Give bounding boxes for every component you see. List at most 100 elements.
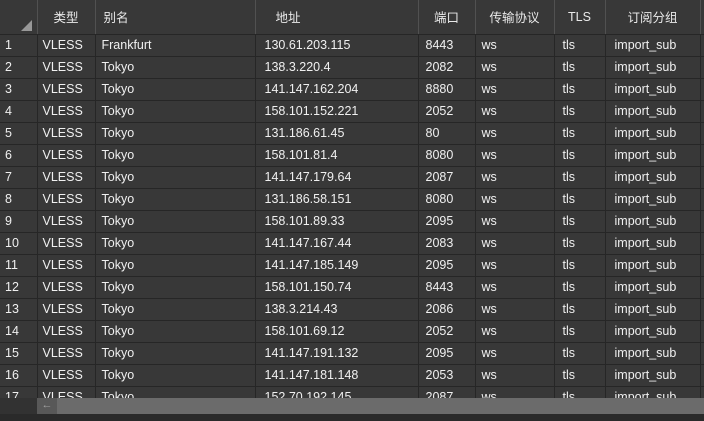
cell-address[interactable]: 141.147.179.64 xyxy=(255,166,419,189)
cell-tls[interactable]: tls xyxy=(554,364,606,387)
cell-group[interactable]: import_sub xyxy=(605,386,701,398)
cell-group[interactable]: import_sub xyxy=(605,364,701,387)
row-header[interactable]: 12 xyxy=(0,276,38,299)
cell-network[interactable]: ws xyxy=(475,342,555,365)
row-header[interactable]: 13 xyxy=(0,298,38,321)
cell-alias[interactable]: Tokyo xyxy=(95,78,256,101)
cell-port[interactable]: 2095 xyxy=(418,342,476,365)
cell-tls[interactable]: tls xyxy=(554,56,606,79)
cell-group[interactable]: import_sub xyxy=(605,144,701,167)
cell-alias[interactable]: Tokyo xyxy=(95,166,256,189)
column-header-address[interactable]: 地址 xyxy=(255,0,419,35)
column-header-tls[interactable]: TLS xyxy=(554,0,606,35)
row-header[interactable]: 2 xyxy=(0,56,38,79)
cell-group[interactable]: import_sub xyxy=(605,56,701,79)
row-header[interactable]: 8 xyxy=(0,188,38,211)
column-header-group[interactable]: 订阅分组 xyxy=(605,0,701,35)
cell-type[interactable]: VLESS xyxy=(37,254,96,277)
cell-network[interactable]: ws xyxy=(475,100,555,123)
cell-network[interactable]: ws xyxy=(475,34,555,57)
scroll-left-button[interactable]: ← xyxy=(37,398,57,414)
row-header[interactable]: 10 xyxy=(0,232,38,255)
cell-tls[interactable]: tls xyxy=(554,166,606,189)
row-header[interactable]: 6 xyxy=(0,144,38,167)
cell-type[interactable]: VLESS xyxy=(37,320,96,343)
cell-address[interactable]: 141.147.191.132 xyxy=(255,342,419,365)
table-row[interactable]: 3 VLESS Tokyo 141.147.162.204 8880 ws tl… xyxy=(0,78,704,101)
column-header-alias[interactable]: 别名 xyxy=(95,0,256,35)
cell-tls[interactable]: tls xyxy=(554,386,606,398)
column-header-port[interactable]: 端口 xyxy=(418,0,476,35)
select-all-corner[interactable] xyxy=(0,0,38,35)
cell-group[interactable]: import_sub xyxy=(605,78,701,101)
cell-alias[interactable]: Tokyo xyxy=(95,320,256,343)
table-row[interactable]: 11 VLESS Tokyo 141.147.185.149 2095 ws t… xyxy=(0,254,704,277)
table-row[interactable]: 2 VLESS Tokyo 138.3.220.4 2082 ws tls im… xyxy=(0,56,704,79)
cell-group[interactable]: import_sub xyxy=(605,122,701,145)
cell-alias[interactable]: Tokyo xyxy=(95,254,256,277)
row-header[interactable]: 4 xyxy=(0,100,38,123)
cell-alias[interactable]: Tokyo xyxy=(95,122,256,145)
cell-type[interactable]: VLESS xyxy=(37,122,96,145)
cell-group[interactable]: import_sub xyxy=(605,254,701,277)
table-row[interactable]: 10 VLESS Tokyo 141.147.167.44 2083 ws tl… xyxy=(0,232,704,255)
cell-network[interactable]: ws xyxy=(475,78,555,101)
cell-address[interactable]: 141.147.185.149 xyxy=(255,254,419,277)
cell-type[interactable]: VLESS xyxy=(37,298,96,321)
table-row[interactable]: 15 VLESS Tokyo 141.147.191.132 2095 ws t… xyxy=(0,342,704,365)
cell-network[interactable]: ws xyxy=(475,232,555,255)
cell-type[interactable]: VLESS xyxy=(37,276,96,299)
cell-network[interactable]: ws xyxy=(475,122,555,145)
cell-port[interactable]: 8080 xyxy=(418,188,476,211)
row-header[interactable]: 5 xyxy=(0,122,38,145)
cell-group[interactable]: import_sub xyxy=(605,210,701,233)
row-header[interactable]: 9 xyxy=(0,210,38,233)
cell-port[interactable]: 2083 xyxy=(418,232,476,255)
row-header[interactable]: 17 xyxy=(0,386,38,398)
cell-port[interactable]: 2087 xyxy=(418,386,476,398)
cell-type[interactable]: VLESS xyxy=(37,56,96,79)
table-row[interactable]: 4 VLESS Tokyo 158.101.152.221 2052 ws tl… xyxy=(0,100,704,123)
cell-address[interactable]: 152.70.192.145 xyxy=(255,386,419,398)
cell-address[interactable]: 138.3.214.43 xyxy=(255,298,419,321)
column-header-type[interactable]: 类型 xyxy=(37,0,96,35)
cell-tls[interactable]: tls xyxy=(554,34,606,57)
cell-type[interactable]: VLESS xyxy=(37,364,96,387)
cell-address[interactable]: 141.147.181.148 xyxy=(255,364,419,387)
cell-group[interactable]: import_sub xyxy=(605,34,701,57)
cell-tls[interactable]: tls xyxy=(554,144,606,167)
cell-tls[interactable]: tls xyxy=(554,276,606,299)
row-header[interactable]: 15 xyxy=(0,342,38,365)
cell-tls[interactable]: tls xyxy=(554,100,606,123)
cell-address[interactable]: 158.101.69.12 xyxy=(255,320,419,343)
cell-type[interactable]: VLESS xyxy=(37,232,96,255)
cell-port[interactable]: 2052 xyxy=(418,100,476,123)
cell-group[interactable]: import_sub xyxy=(605,232,701,255)
cell-address[interactable]: 130.61.203.115 xyxy=(255,34,419,57)
cell-address[interactable]: 158.101.81.4 xyxy=(255,144,419,167)
cell-address[interactable]: 141.147.167.44 xyxy=(255,232,419,255)
cell-group[interactable]: import_sub xyxy=(605,320,701,343)
cell-network[interactable]: ws xyxy=(475,56,555,79)
cell-address[interactable]: 158.101.150.74 xyxy=(255,276,419,299)
cell-address[interactable]: 141.147.162.204 xyxy=(255,78,419,101)
cell-tls[interactable]: tls xyxy=(554,122,606,145)
cell-network[interactable]: ws xyxy=(475,386,555,398)
cell-alias[interactable]: Frankfurt xyxy=(95,34,256,57)
table-row[interactable]: 14 VLESS Tokyo 158.101.69.12 2052 ws tls… xyxy=(0,320,704,343)
table-row[interactable]: 17 VLESS Tokyo 152.70.192.145 2087 ws tl… xyxy=(0,386,704,398)
cell-type[interactable]: VLESS xyxy=(37,166,96,189)
cell-tls[interactable]: tls xyxy=(554,78,606,101)
row-header[interactable]: 16 xyxy=(0,364,38,387)
cell-port[interactable]: 2095 xyxy=(418,210,476,233)
cell-network[interactable]: ws xyxy=(475,364,555,387)
table-row[interactable]: 1 VLESS Frankfurt 130.61.203.115 8443 ws… xyxy=(0,34,704,57)
table-row[interactable]: 12 VLESS Tokyo 158.101.150.74 8443 ws tl… xyxy=(0,276,704,299)
column-header-network[interactable]: 传输协议 xyxy=(475,0,555,35)
cell-group[interactable]: import_sub xyxy=(605,100,701,123)
row-header[interactable]: 3 xyxy=(0,78,38,101)
cell-group[interactable]: import_sub xyxy=(605,298,701,321)
cell-alias[interactable]: Tokyo xyxy=(95,276,256,299)
cell-address[interactable]: 131.186.61.45 xyxy=(255,122,419,145)
cell-port[interactable]: 2087 xyxy=(418,166,476,189)
